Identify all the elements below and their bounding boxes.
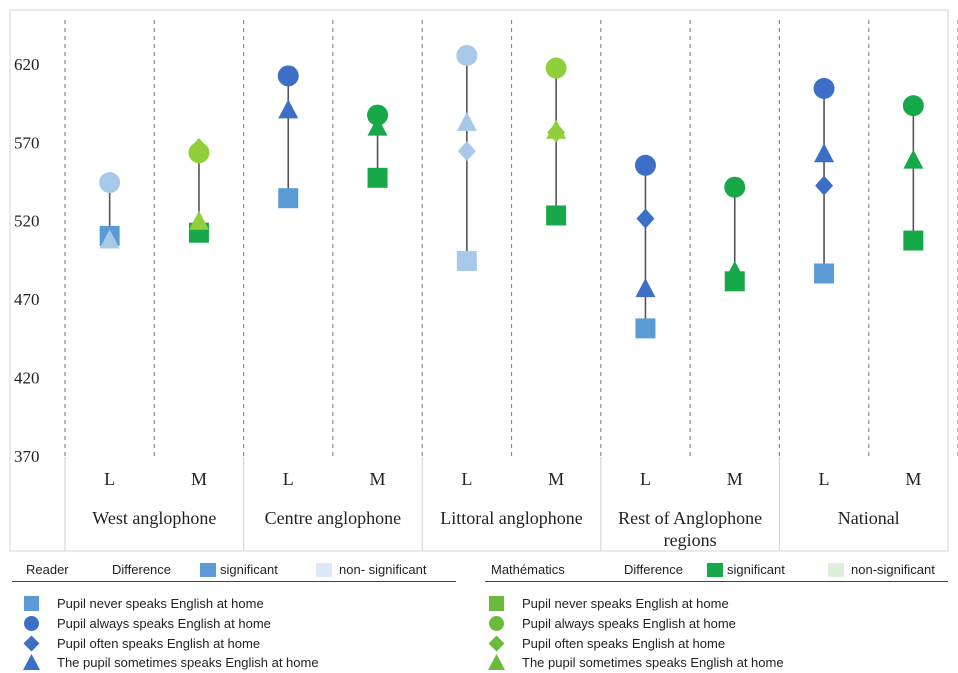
x-tick-label: M bbox=[905, 469, 921, 489]
x-tick-label: L bbox=[461, 469, 472, 489]
data-point-sometimes bbox=[456, 111, 477, 131]
y-tick-label: 570 bbox=[14, 133, 40, 152]
y-tick-label: 620 bbox=[14, 55, 40, 74]
data-point-never bbox=[367, 167, 388, 188]
data-point-never bbox=[903, 230, 924, 251]
group-label: regions bbox=[664, 530, 717, 550]
data-point-never bbox=[635, 318, 656, 339]
data-point-always bbox=[902, 95, 924, 117]
x-tick-label: L bbox=[283, 469, 294, 489]
data-point-always bbox=[813, 77, 835, 99]
legend-math-nonsig-swatch bbox=[828, 563, 844, 577]
legend-reader-item-label: Pupil always speaks English at home bbox=[57, 616, 271, 631]
legend-math-header: Mathématics Difference significant non-s… bbox=[0, 560, 958, 580]
data-point-never bbox=[546, 205, 567, 226]
group-label: Littoral anglophone bbox=[440, 508, 582, 528]
data-point-always bbox=[277, 65, 299, 87]
circle-icon bbox=[489, 616, 504, 631]
data-point-often bbox=[189, 138, 208, 159]
data-point-always bbox=[367, 104, 389, 126]
chart: 370 420 470 520 570 620 L M L M L M L M L M West angloph… bbox=[9, 9, 958, 552]
square-icon bbox=[24, 596, 39, 611]
legend-reader-significant-label: significant bbox=[220, 562, 278, 577]
legend-math-significant-label: significant bbox=[727, 562, 785, 577]
data-point-always bbox=[456, 44, 478, 66]
data-point-often bbox=[636, 208, 655, 229]
data-point-always bbox=[99, 172, 121, 194]
data-point-sometimes bbox=[367, 116, 388, 136]
data-point-never bbox=[814, 263, 835, 284]
legend-math-significant-swatch bbox=[707, 563, 723, 577]
data-point-sometimes bbox=[814, 143, 835, 163]
data-point-always bbox=[545, 57, 567, 79]
data-point-sometimes bbox=[188, 210, 209, 230]
legend-math-nonsig-label: non-significant bbox=[851, 562, 935, 577]
legend-reader-title: Reader bbox=[26, 562, 69, 577]
x-tick-label: M bbox=[370, 469, 386, 489]
group-label: National bbox=[838, 508, 900, 528]
legend-reader-significant-swatch bbox=[200, 563, 216, 577]
x-tick-label: L bbox=[819, 469, 830, 489]
legend-reader-item-label: The pupil sometimes speaks English at ho… bbox=[57, 655, 319, 670]
x-tick-label: L bbox=[640, 469, 651, 489]
x-tick-label: M bbox=[727, 469, 743, 489]
diamond-icon bbox=[23, 635, 40, 652]
legend-reader-item-label: Pupil never speaks English at home bbox=[57, 596, 264, 611]
y-tick-label: 520 bbox=[14, 212, 40, 231]
data-point-always bbox=[724, 176, 746, 198]
data-point-often bbox=[815, 175, 834, 196]
legend-math-difference: Difference bbox=[624, 562, 684, 577]
legend-math-item-label: Pupil never speaks English at home bbox=[522, 596, 729, 611]
data-point-often bbox=[457, 141, 476, 162]
square-icon bbox=[489, 596, 504, 611]
legend-reader-header: Reader Difference significant non- signi… bbox=[0, 560, 460, 580]
legend-math-item-label: Pupil always speaks English at home bbox=[522, 616, 736, 631]
legend-reader-item-label: Pupil often speaks English at home bbox=[57, 636, 261, 651]
data-point-sometimes bbox=[99, 229, 120, 249]
legend-math-item-label: The pupil sometimes speaks English at ho… bbox=[522, 655, 784, 670]
legend-reader-rule bbox=[12, 581, 456, 582]
circle-icon bbox=[24, 616, 39, 631]
data-point-sometimes bbox=[724, 260, 745, 280]
x-tick-label: L bbox=[104, 469, 115, 489]
data-point-sometimes bbox=[278, 99, 299, 119]
group-label: Rest of Anglophone bbox=[618, 508, 762, 528]
x-tick-label: M bbox=[548, 469, 564, 489]
legend-math-item-label: Pupil often speaks English at home bbox=[522, 636, 726, 651]
group-label: West anglophone bbox=[92, 508, 216, 528]
legend-math-title: Mathématics bbox=[491, 562, 565, 577]
diamond-icon bbox=[488, 635, 505, 652]
triangle-icon bbox=[23, 654, 40, 670]
data-point-sometimes bbox=[546, 119, 567, 139]
data-point-sometimes bbox=[635, 278, 656, 298]
data-point-always bbox=[634, 154, 656, 176]
legend-reader-nonsig-swatch bbox=[316, 563, 332, 577]
legend-math-rule bbox=[485, 581, 948, 582]
x-tick-label: M bbox=[191, 469, 207, 489]
y-tick-label: 470 bbox=[14, 290, 40, 309]
data-point-never bbox=[456, 250, 477, 271]
data-point-never bbox=[278, 188, 299, 209]
chart-frame bbox=[9, 9, 949, 552]
y-tick-label: 420 bbox=[14, 369, 40, 388]
legend-reader-nonsig-label: non- significant bbox=[339, 562, 427, 577]
legend-reader-difference: Difference bbox=[112, 562, 172, 577]
triangle-icon bbox=[488, 654, 505, 670]
y-tick-label: 370 bbox=[14, 447, 40, 466]
group-label: Centre anglophone bbox=[265, 508, 401, 528]
data-point-sometimes bbox=[903, 149, 924, 169]
